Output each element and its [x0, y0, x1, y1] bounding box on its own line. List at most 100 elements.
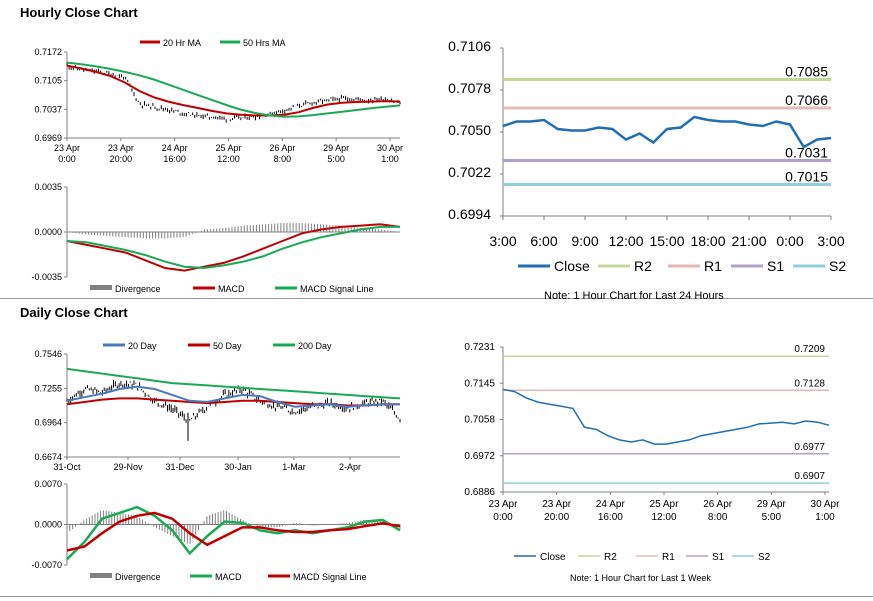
hourly-24h-note: Note: 1 Hour Chart for Last 24 Hours — [544, 290, 724, 302]
close-line — [502, 115, 832, 149]
hourly-price-x-tick-label: 16:00 — [163, 154, 186, 164]
hourly-week-y-tick-label: 0.6886 — [464, 487, 495, 498]
macd-signal-legend-label: MACD Signal Line — [300, 284, 374, 294]
week-level-s2-label: 0.6907 — [794, 471, 825, 482]
week-level-r2-label: 0.7209 — [794, 344, 825, 355]
hourly-price-y-tick-label: 0.7037 — [34, 104, 62, 114]
hourly-week-x-tick-label: 30 Apr — [811, 499, 841, 510]
hourly-24h-chart: 0.7106 0.7078 0.7050 0.7022 0.6994 0.7085 0.70… — [448, 38, 846, 302]
hourly-24h-x-tick-label: 15:00 — [649, 233, 684, 249]
hourly-price-y-tick-label: 0.7172 — [34, 47, 62, 57]
hourly-24h-y-tick-label: 0.7078 — [448, 80, 491, 96]
hourly-price-y-tick-label: 0.6969 — [34, 133, 62, 143]
hourly-price-x-tick-label: 1:00 — [381, 154, 399, 164]
section-divider — [0, 298, 873, 299]
daily-divergence-legend-label: Divergence — [115, 572, 161, 582]
ma50-line — [66, 61, 401, 118]
hourly-week-y-tick-label: 0.7145 — [464, 378, 495, 389]
hourly-section-title: Hourly Close Chart — [20, 5, 138, 20]
hourly-price-x-tick-label: 24 Apr — [162, 143, 188, 153]
daily-macd-y-tick-label: 0.0070 — [34, 479, 62, 489]
macd-line — [66, 223, 401, 272]
daily-signal-line — [66, 511, 401, 552]
legend-close-label: Close — [554, 258, 590, 274]
level-r2-label: 0.7085 — [785, 64, 828, 80]
hourly-24h-x-tick-label: 0:00 — [776, 233, 803, 249]
hourly-macd-y-tick-label: 0.0035 — [34, 182, 62, 192]
week-legend-s1-label: S1 — [712, 552, 725, 563]
hourly-price-x-tick-label: 30 Apr — [377, 143, 403, 153]
hourly-week-x-tick-label: 26 Apr — [703, 499, 733, 510]
legend-r1-label: R1 — [704, 258, 722, 274]
hourly-24h-x-tick-label: 3:00 — [489, 233, 516, 249]
ma20-legend-label: 20 Hr MA — [163, 38, 201, 48]
hourly-week-x-tick-label: 5:00 — [762, 512, 782, 523]
hourly-week-x-tick-label: 29 Apr — [757, 499, 787, 510]
hourly-week-y-tick-label: 0.7058 — [464, 415, 495, 426]
week-legend-r1-label: R1 — [662, 552, 675, 563]
hourly-week-y-tick-label: 0.6972 — [464, 451, 495, 462]
hourly-24h-x-tick-label: 18:00 — [690, 233, 725, 249]
daily-section-title: Daily Close Chart — [20, 305, 128, 320]
hourly-price-y-tick-label: 0.7105 — [34, 76, 62, 86]
hourly-week-x-tick-label: 24 Apr — [596, 499, 626, 510]
legend-s2-label: S2 — [829, 258, 846, 274]
hourly-week-x-tick-label: 1:00 — [815, 512, 835, 523]
daily-price-x-tick-label: 31-Oct — [53, 462, 81, 472]
macd-legend-label: MACD — [218, 284, 245, 294]
hourly-price-x-tick-label: 23 Apr — [54, 143, 80, 153]
legend-r2-label: R2 — [634, 258, 652, 274]
bottom-divider — [0, 596, 873, 597]
level-r1-label: 0.7066 — [785, 92, 828, 108]
hourly-week-x-tick-label: 8:00 — [708, 512, 728, 523]
hourly-24h-x-tick-label: 21:00 — [731, 233, 766, 249]
hourly-price-x-tick-label: 29 Apr — [323, 143, 349, 153]
hourly-week-x-tick-label: 25 Apr — [650, 499, 680, 510]
hourly-24h-y-tick-label: 0.7022 — [448, 164, 491, 180]
hourly-macd-y-tick-label: 0.0000 — [34, 227, 62, 237]
legend-s1-label: S1 — [767, 258, 784, 274]
hourly-price-x-tick-label: 12:00 — [217, 154, 240, 164]
daily-price-x-tick-label: 1-Mar — [282, 462, 306, 472]
week-legend-r2-label: R2 — [604, 552, 617, 563]
daily-price-y-tick-label: 0.6674 — [34, 452, 62, 462]
level-s1-label: 0.7031 — [785, 145, 828, 161]
hourly-24h-x-tick-label: 12:00 — [608, 233, 643, 249]
divergence-legend-swatch — [90, 285, 112, 290]
week-legend-s2-label: S2 — [758, 552, 771, 563]
daily-price-y-tick-label: 0.7546 — [34, 349, 62, 359]
daily-price-y-tick-label: 0.7255 — [34, 383, 62, 393]
d20-legend-label: 20 Day — [128, 341, 157, 351]
daily-macd-y-tick-label: -0.0070 — [31, 560, 62, 570]
hourly-24h-y-tick-label: 0.7050 — [448, 122, 491, 138]
hourly-price-x-tick-label: 5:00 — [327, 154, 345, 164]
daily-price-x-tick-label: 29-Nov — [113, 462, 143, 472]
hourly-week-x-tick-label: 23 Apr — [489, 499, 519, 510]
hourly-week-x-tick-label: 16:00 — [598, 512, 623, 523]
d200-line — [66, 367, 401, 400]
daily-price-y-tick-label: 0.6964 — [34, 418, 62, 428]
daily-macd-line — [66, 505, 401, 561]
week-level-r1-label: 0.7128 — [794, 378, 825, 389]
hourly-week-x-tick-label: 0:00 — [493, 512, 513, 523]
hourly-week-y-tick-label: 0.7231 — [464, 342, 495, 353]
week-close-line — [502, 388, 830, 445]
hourly-24h-x-tick-label: 6:00 — [530, 233, 557, 249]
d20-line — [66, 385, 400, 408]
daily-divergence-legend-swatch — [90, 573, 112, 578]
week-legend-close-label: Close — [540, 552, 566, 563]
d200-legend-label: 200 Day — [298, 341, 332, 351]
daily-macd-y-tick-label: 0.0000 — [34, 520, 62, 530]
hourly-price-x-tick-label: 25 Apr — [215, 143, 241, 153]
ma50-legend-label: 50 Hrs MA — [243, 38, 286, 48]
hourly-24h-y-tick-label: 0.6994 — [448, 206, 491, 222]
hourly-24h-x-tick-label: 9:00 — [571, 233, 598, 249]
macd-signal-line — [66, 225, 400, 270]
hourly-week-note: Note: 1 Hour Chart for Last 1 Week — [570, 573, 711, 583]
d50-legend-label: 50 Day — [213, 341, 242, 351]
hourly-price-x-tick-label: 23 Apr — [108, 143, 134, 153]
hourly-price-x-tick-label: 20:00 — [110, 154, 133, 164]
